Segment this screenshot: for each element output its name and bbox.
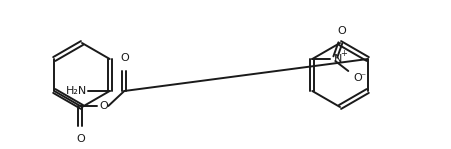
Text: O: O	[337, 26, 345, 36]
Text: O: O	[76, 134, 85, 144]
Text: N: N	[334, 54, 343, 64]
Text: O: O	[353, 73, 362, 83]
Text: O: O	[120, 53, 129, 63]
Text: ⁻: ⁻	[360, 72, 365, 82]
Text: O: O	[99, 101, 108, 111]
Text: +: +	[341, 49, 347, 59]
Text: H₂N: H₂N	[65, 86, 87, 96]
